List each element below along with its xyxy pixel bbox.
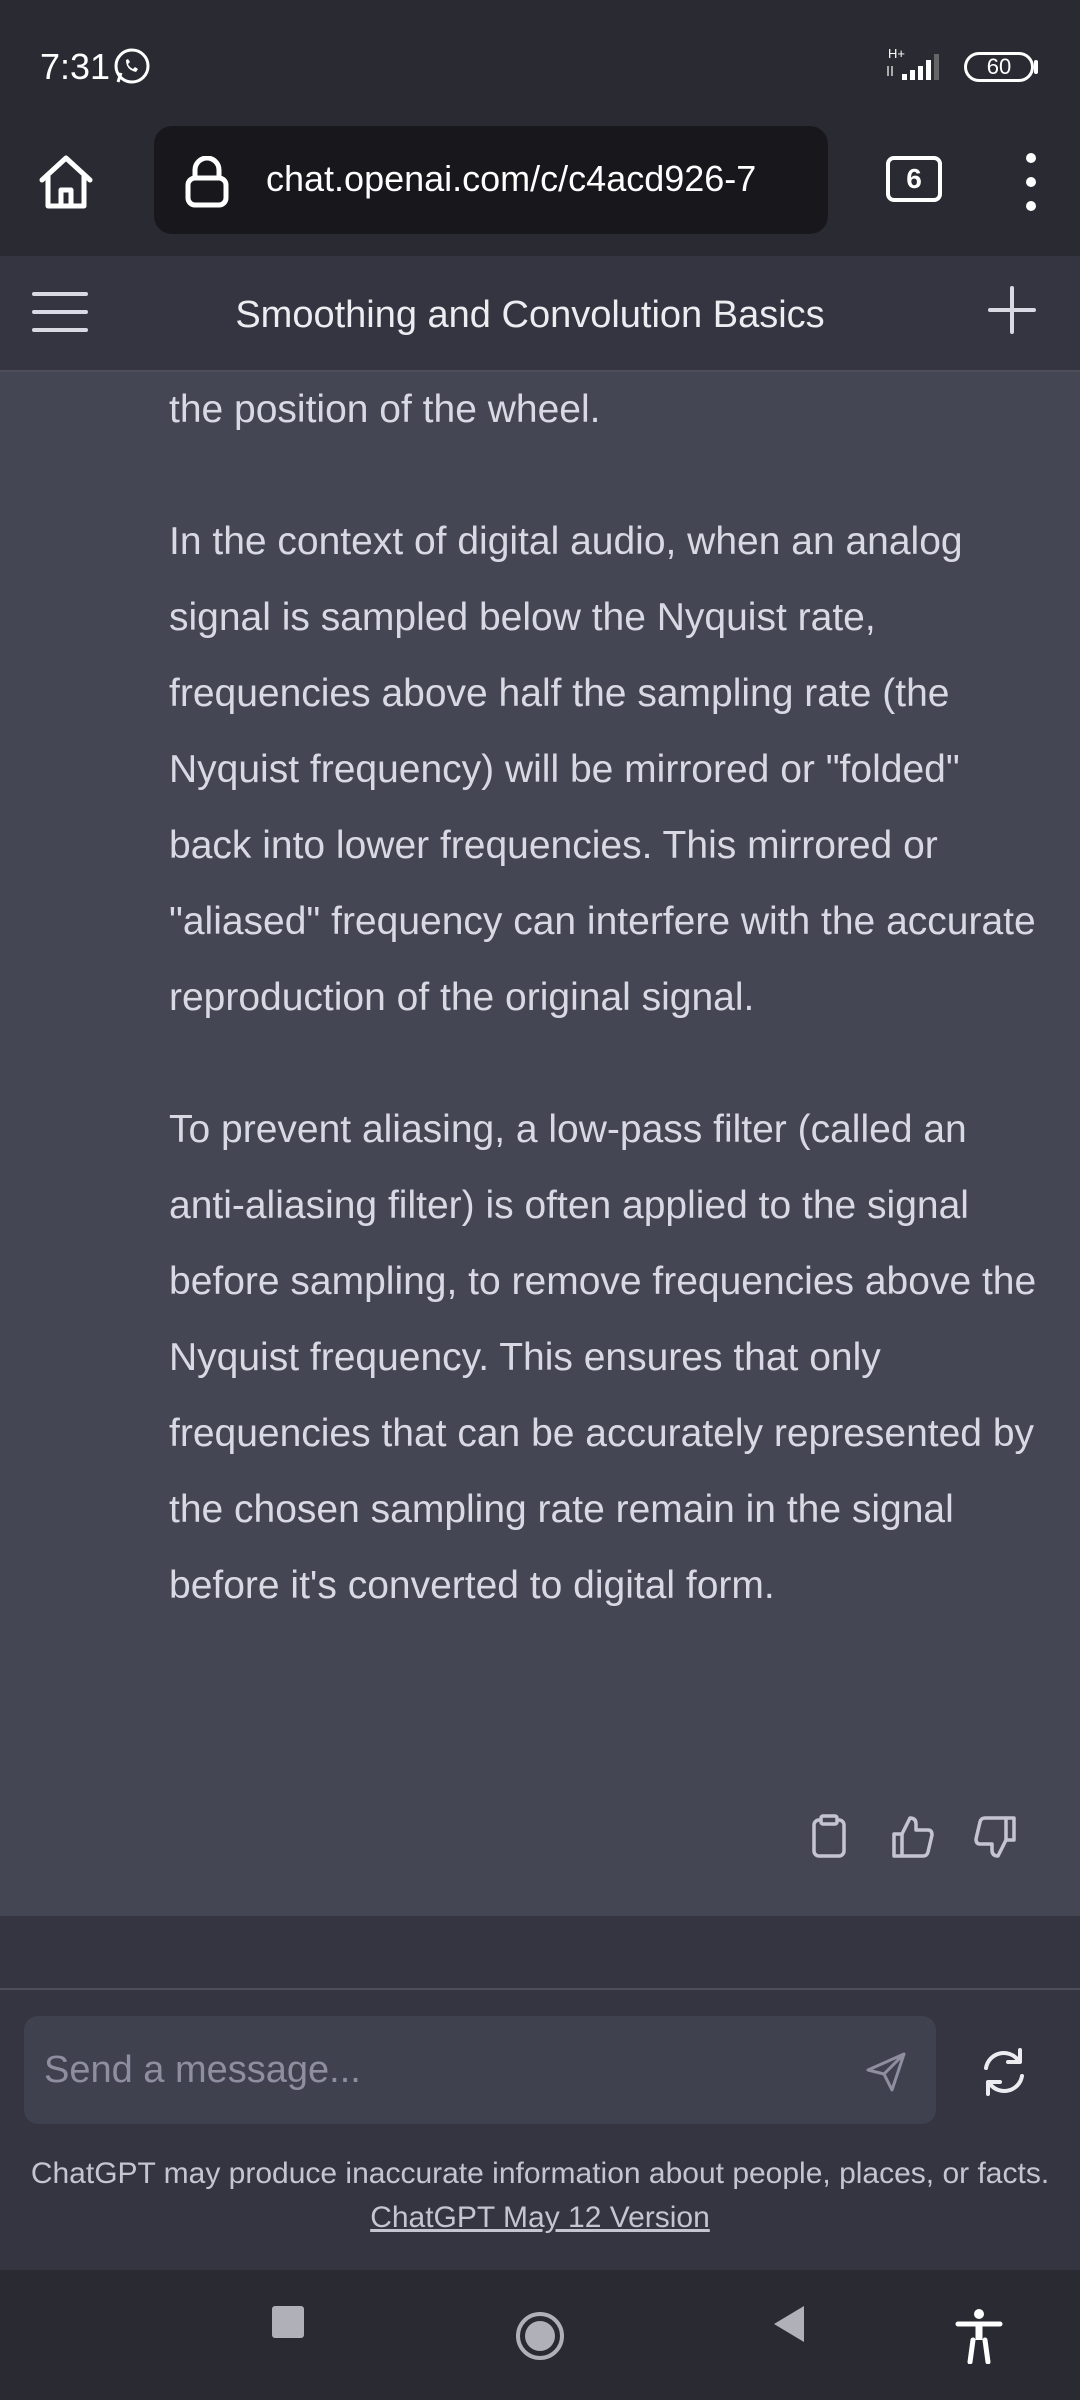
message-actions: [806, 1814, 1020, 1864]
home-icon[interactable]: [34, 150, 98, 214]
chat-header: Smoothing and Convolution Basics: [0, 256, 1080, 372]
browser-toolbar: chat.openai.com/c/c4acd926-7 6: [0, 126, 1080, 256]
accessibility-icon[interactable]: [954, 2308, 1004, 2364]
system-nav-bar: [0, 2270, 1080, 2400]
recents-icon[interactable]: [270, 2304, 306, 2340]
clipboard-icon[interactable]: [806, 1814, 852, 1860]
lock-icon[interactable]: [184, 156, 230, 208]
battery-tip: [1034, 60, 1038, 74]
home-nav-icon[interactable]: [514, 2310, 566, 2362]
message-input[interactable]: [44, 2016, 844, 2124]
disclaimer-text: ChatGPT may produce inaccurate informati…: [30, 2157, 1050, 2190]
address-bar[interactable]: chat.openai.com/c/c4acd926-7: [154, 126, 828, 234]
message-paragraph: In the context of digital audio, when an…: [169, 520, 1036, 1019]
composer-area: ChatGPT may produce inaccurate informati…: [0, 1916, 1080, 2270]
url-text[interactable]: chat.openai.com/c/c4acd926-7: [266, 158, 757, 199]
tab-switcher-button[interactable]: 6: [886, 156, 942, 202]
plus-icon[interactable]: [986, 284, 1038, 336]
version-link[interactable]: ChatGPT May 12 Version: [370, 2201, 710, 2234]
message-paragraph: To prevent aliasing, a low-pass filter (…: [169, 1108, 1037, 1607]
assistant-message: the position of the wheel. In the contex…: [0, 372, 1080, 1916]
whatsapp-icon: [114, 48, 150, 84]
message-paragraph: the position of the wheel.: [169, 388, 601, 431]
message-input-container[interactable]: [24, 2016, 936, 2124]
signal-icon: H+: [887, 46, 939, 80]
back-icon[interactable]: [770, 2304, 806, 2344]
thumbs-down-icon[interactable]: [972, 1814, 1018, 1860]
status-time: 7:31: [40, 46, 111, 87]
battery-indicator: 60: [964, 52, 1034, 82]
battery-level: 60: [986, 54, 1012, 79]
status-bar: 7:31 H+ 60: [0, 0, 1080, 126]
overflow-menu-icon[interactable]: [1016, 150, 1046, 214]
divider: [0, 1988, 1080, 1990]
send-icon[interactable]: [864, 2050, 908, 2094]
hamburger-icon[interactable]: [32, 290, 88, 334]
message-body: the position of the wheel. In the contex…: [169, 372, 1039, 1624]
network-type-label: H+: [888, 46, 905, 61]
refresh-icon[interactable]: [976, 2044, 1032, 2100]
thumbs-up-icon[interactable]: [890, 1814, 936, 1860]
chat-title: Smoothing and Convolution Basics: [235, 294, 825, 336]
tab-count: 6: [906, 163, 922, 194]
disclaimer: ChatGPT may produce inaccurate informati…: [20, 2152, 1060, 2240]
